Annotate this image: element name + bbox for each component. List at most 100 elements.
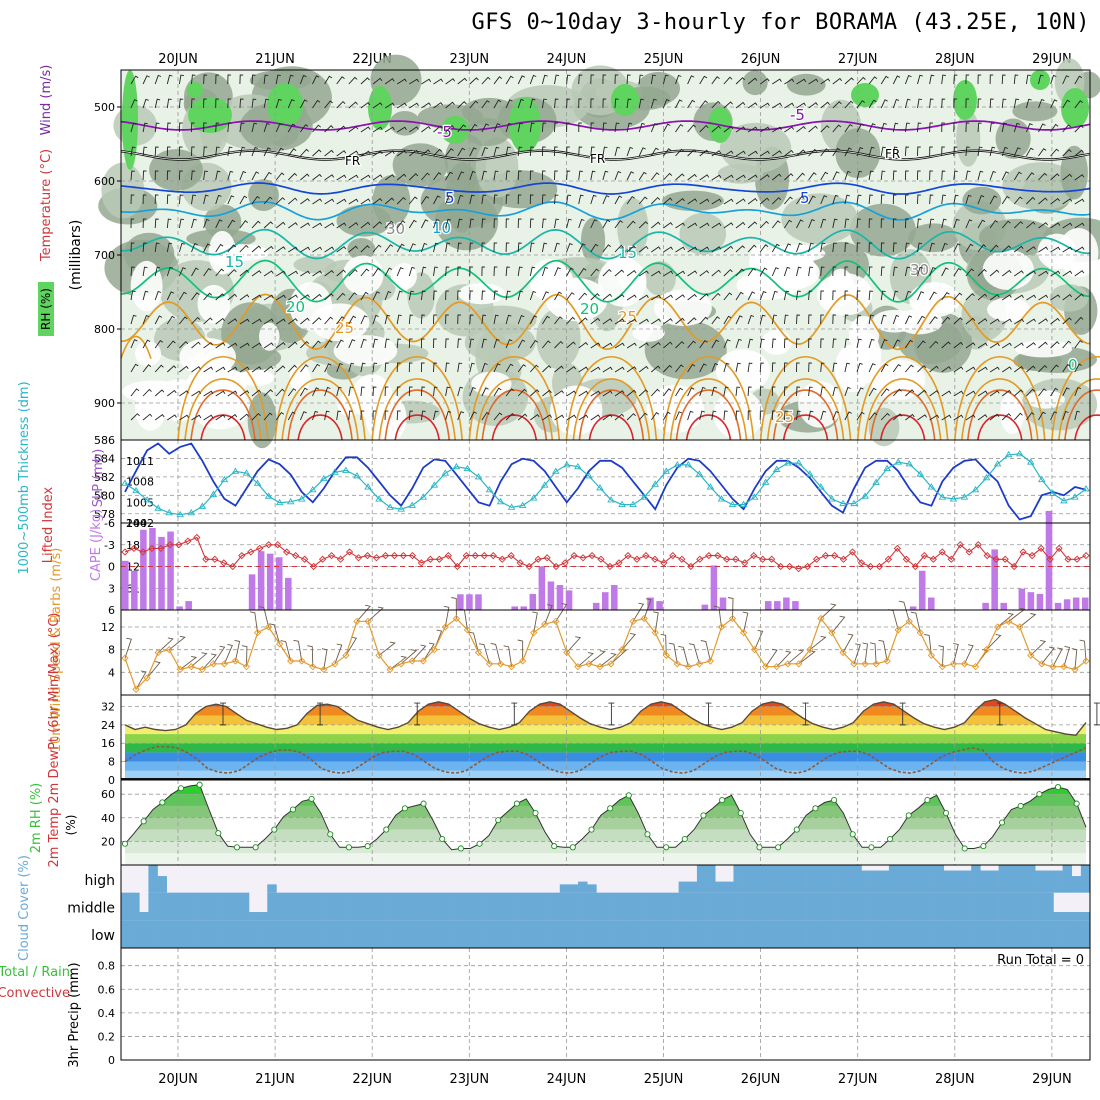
wind-barb bbox=[747, 197, 758, 205]
wind-speed-marker bbox=[894, 626, 902, 634]
wind-barb bbox=[1050, 148, 1060, 157]
isotherm-label: 0 bbox=[1068, 356, 1078, 374]
cloud-cell-middle bbox=[477, 892, 487, 921]
thickness-marker bbox=[673, 461, 682, 468]
2m-rh-marker bbox=[196, 781, 203, 788]
temp-band bbox=[125, 715, 1086, 725]
2m-rh-marker bbox=[588, 826, 595, 833]
10m-wind-barb bbox=[1030, 639, 1047, 656]
wind-barb bbox=[348, 386, 354, 397]
wind-barb bbox=[965, 390, 976, 397]
thickness-marker bbox=[861, 492, 869, 499]
wind-barb bbox=[953, 194, 959, 205]
wind-barb bbox=[469, 194, 475, 205]
thickness-marker bbox=[596, 484, 604, 491]
wind-barb bbox=[844, 147, 852, 157]
wind-barb bbox=[215, 170, 221, 181]
wind-barb bbox=[590, 219, 598, 229]
wind-barb bbox=[711, 246, 722, 253]
2m-rh-marker bbox=[513, 800, 520, 807]
thickness-marker bbox=[231, 467, 240, 474]
wind-barb bbox=[602, 293, 613, 301]
wind-barb bbox=[832, 101, 842, 109]
rh-shading bbox=[644, 261, 676, 296]
wind-barb bbox=[203, 98, 207, 109]
wind-barb bbox=[396, 78, 407, 85]
wind-barb bbox=[663, 246, 673, 253]
cloud-cell-low bbox=[1007, 920, 1018, 948]
wind-barb bbox=[965, 98, 970, 109]
lifted-index-marker bbox=[211, 555, 219, 563]
wind-barb bbox=[251, 195, 260, 205]
wind-barb bbox=[457, 266, 462, 277]
wind-barb bbox=[1074, 363, 1082, 373]
wind-barb bbox=[275, 365, 286, 373]
wind-barb bbox=[433, 219, 440, 229]
wind-barb bbox=[614, 413, 625, 421]
lifted-index-marker bbox=[516, 559, 524, 567]
thickness-tick-label: 578 bbox=[94, 508, 115, 521]
wind-barb bbox=[348, 268, 358, 277]
wind-barb bbox=[856, 100, 865, 109]
wind-barb bbox=[687, 246, 698, 253]
wind-barb bbox=[493, 363, 501, 373]
cloud-cell-low bbox=[1026, 920, 1036, 948]
cloud-cell-low bbox=[450, 920, 460, 948]
thickness-marker bbox=[132, 486, 140, 494]
cloud-cell-middle bbox=[514, 892, 524, 921]
wind-barb bbox=[178, 194, 184, 205]
wind-barb bbox=[808, 102, 818, 109]
wind-barb bbox=[203, 243, 211, 253]
10m-wind-barb bbox=[367, 606, 384, 622]
wind-barb bbox=[965, 317, 976, 325]
cloud-cell-low bbox=[386, 920, 396, 948]
cloud-cell-middle bbox=[504, 892, 515, 921]
lifted-index-tick-label: -3 bbox=[104, 539, 115, 552]
thickness-marker bbox=[308, 485, 317, 493]
wind-barb bbox=[699, 339, 708, 349]
10m-wind-barb bbox=[910, 611, 921, 633]
wind-barb bbox=[614, 171, 622, 181]
lifted-index-marker bbox=[372, 554, 381, 562]
wind-barb bbox=[493, 338, 500, 349]
wind-barb bbox=[263, 221, 274, 229]
freezing-level-label: FR bbox=[345, 154, 360, 168]
wind-speed-marker bbox=[1038, 660, 1046, 668]
temp-band bbox=[121, 688, 1090, 697]
isotherm-label: 5 bbox=[445, 189, 455, 207]
wind-barb bbox=[191, 122, 195, 133]
wind-barb bbox=[638, 318, 649, 325]
wind-barb bbox=[469, 242, 474, 253]
cape-bar bbox=[592, 602, 600, 610]
wind-barb bbox=[602, 170, 609, 181]
chart-title: GFS 0~10day 3-hourly for BORAMA (43.25E,… bbox=[471, 10, 1090, 35]
date-label-top: 24JUN bbox=[547, 52, 587, 67]
isotherm-line bbox=[120, 120, 1091, 131]
wind-barb bbox=[796, 314, 801, 325]
lifted-index-marker bbox=[157, 544, 165, 553]
wind-barb bbox=[941, 291, 950, 301]
rh-dry-area bbox=[351, 374, 393, 420]
wind-barb bbox=[880, 146, 886, 157]
wind-barb bbox=[1013, 196, 1023, 205]
cloud-cell-low bbox=[139, 920, 149, 948]
wind-barb bbox=[977, 318, 988, 325]
wind-barb bbox=[166, 340, 176, 349]
wind-barb bbox=[420, 386, 426, 397]
rh-dry-area bbox=[529, 258, 570, 302]
wind-barb bbox=[360, 198, 371, 205]
wind-barb bbox=[517, 364, 527, 373]
rh-saturated-area bbox=[267, 83, 303, 127]
wind-barb bbox=[191, 146, 195, 157]
wind-barb bbox=[469, 314, 474, 325]
cape-bar bbox=[783, 597, 790, 610]
wind-barb bbox=[420, 242, 428, 253]
wind-barb bbox=[251, 220, 261, 229]
cloud-cell-middle bbox=[989, 892, 999, 921]
wind-barb bbox=[348, 101, 358, 109]
wind-barb bbox=[868, 242, 873, 253]
lifted-index-marker bbox=[642, 551, 650, 560]
wind-barb bbox=[868, 266, 873, 277]
wind-barb bbox=[263, 270, 274, 277]
